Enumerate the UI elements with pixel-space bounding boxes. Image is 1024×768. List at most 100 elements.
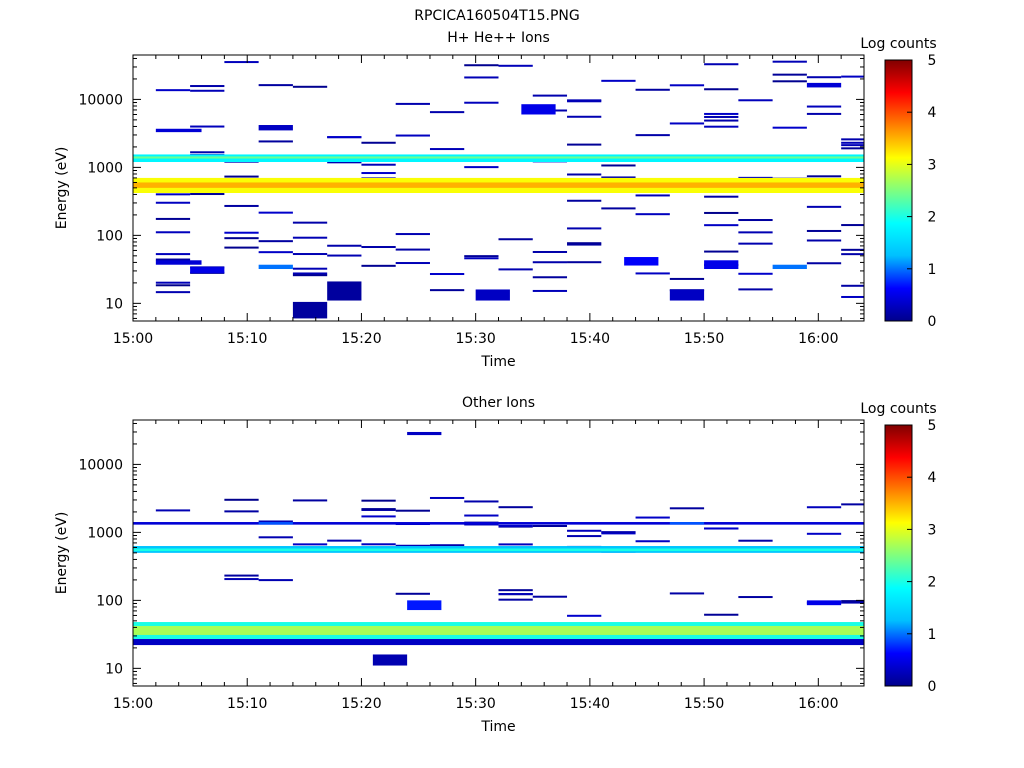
y-tick-label: 10000 xyxy=(78,457,123,473)
heatmap-cell xyxy=(841,600,864,603)
heatmap-cell xyxy=(806,205,842,208)
heatmap-cell xyxy=(258,520,293,523)
heatmap-cell xyxy=(704,527,739,530)
heatmap-band xyxy=(133,639,864,646)
heatmap-cell xyxy=(155,258,191,261)
heatmap-cell xyxy=(190,267,225,273)
heatmap-cell xyxy=(395,262,430,265)
heatmap-cell xyxy=(532,289,568,292)
y-axis-label: Energy (eV) xyxy=(54,512,70,595)
colorbar-tick-label: 1 xyxy=(928,262,937,278)
heatmap-cell xyxy=(327,539,362,542)
heatmap-cell xyxy=(806,105,842,108)
colorbar-tick-label: 2 xyxy=(928,575,937,591)
heatmap-cell xyxy=(841,284,864,287)
x-tick-label: 15:30 xyxy=(455,696,495,712)
heatmap-cell xyxy=(772,126,807,129)
heatmap-cell xyxy=(567,535,602,538)
heatmap-cell xyxy=(567,173,602,176)
x-tick-label: 15:10 xyxy=(227,331,267,347)
heatmap-cell xyxy=(704,88,739,91)
y-tick-label: 1000 xyxy=(87,160,123,176)
heatmap-band xyxy=(133,548,864,552)
heatmap-cell xyxy=(738,288,773,291)
plot-title: H+ He++ Ions xyxy=(447,30,550,46)
heatmap-cell xyxy=(429,111,465,114)
heatmap-cell xyxy=(738,176,773,179)
heatmap-cell xyxy=(395,233,430,236)
heatmap-cell xyxy=(395,102,430,105)
heatmap-cell xyxy=(429,273,465,276)
heatmap-cell xyxy=(258,84,293,87)
heatmap-cell xyxy=(258,264,293,270)
heatmap-cell xyxy=(361,508,396,511)
heatmap-cell xyxy=(669,84,705,87)
heatmap-cell xyxy=(361,499,396,502)
heatmap-band xyxy=(133,182,864,188)
heatmap-cell xyxy=(498,589,533,592)
heatmap-cell xyxy=(292,267,328,270)
x-tick-label: 16:00 xyxy=(798,331,838,347)
heatmap-cell xyxy=(635,88,670,91)
heatmap-cell xyxy=(567,115,602,118)
heatmap-cell xyxy=(224,246,259,249)
heatmap-cell xyxy=(292,85,328,88)
heatmap-cell xyxy=(224,231,259,234)
heatmap-cell xyxy=(498,238,533,241)
heatmap-cell xyxy=(635,194,670,197)
y-tick-label: 10000 xyxy=(78,92,123,108)
colorbar-tick-label: 5 xyxy=(928,53,937,69)
heatmap-cell xyxy=(841,144,864,147)
heatmap-cell xyxy=(429,148,465,151)
heatmap-cell xyxy=(395,544,430,547)
heatmap-cell xyxy=(772,80,807,83)
y-tick-label: 100 xyxy=(96,228,123,244)
x-tick-label: 15:30 xyxy=(455,331,495,347)
x-tick-label: 15:50 xyxy=(684,696,724,712)
colorbar-tick-label: 5 xyxy=(928,418,937,434)
heatmap-cell xyxy=(567,243,602,246)
heatmap-cell xyxy=(498,64,533,67)
heatmap-cell xyxy=(498,598,533,601)
heatmap-cell xyxy=(738,219,773,222)
heatmap-cell xyxy=(258,125,293,131)
heatmap-cell xyxy=(464,166,499,169)
figure-title: RPCICA160504T15.PNG xyxy=(414,8,579,24)
y-tick-label: 10 xyxy=(105,296,123,312)
heatmap-cell xyxy=(567,100,602,103)
heatmap-cell xyxy=(464,76,499,79)
heatmap-cell xyxy=(669,122,705,125)
heatmap-cell xyxy=(521,104,556,115)
heatmap-cell xyxy=(738,539,773,542)
panel-h-he-ions: H+ He++ Ions 15:00 15:10 15:20 15:30 15:40 15:… xyxy=(54,30,937,370)
heatmap-data xyxy=(133,431,864,666)
colorbar xyxy=(884,424,913,687)
heatmap-cell xyxy=(429,544,465,547)
heatmap-cell xyxy=(841,248,864,251)
heatmap-cell xyxy=(155,201,191,204)
heatmap-cell xyxy=(704,260,739,270)
heatmap-cell xyxy=(292,499,328,502)
heatmap-cell xyxy=(292,543,328,546)
heatmap-cell xyxy=(155,260,202,265)
heatmap-cell xyxy=(806,239,842,242)
heatmap-cell xyxy=(601,531,636,534)
heatmap-cell xyxy=(224,175,259,178)
heatmap-cell xyxy=(498,543,533,546)
heatmap-cell xyxy=(601,207,636,210)
heatmap-cell xyxy=(806,175,842,178)
x-tick-label: 15:00 xyxy=(113,331,153,347)
heatmap-cell xyxy=(327,136,362,139)
heatmap-cell xyxy=(841,75,864,78)
heatmap-cell xyxy=(464,514,499,517)
heatmap-band xyxy=(133,522,864,525)
heatmap-cell xyxy=(190,125,225,128)
heatmap-cell xyxy=(361,515,396,518)
heatmap-cell xyxy=(155,231,191,234)
heatmap-cell xyxy=(806,262,842,265)
heatmap-cell xyxy=(498,593,533,596)
heatmap-cell xyxy=(669,277,705,280)
heatmap-cell xyxy=(475,289,510,301)
heatmap-cell xyxy=(258,579,293,582)
